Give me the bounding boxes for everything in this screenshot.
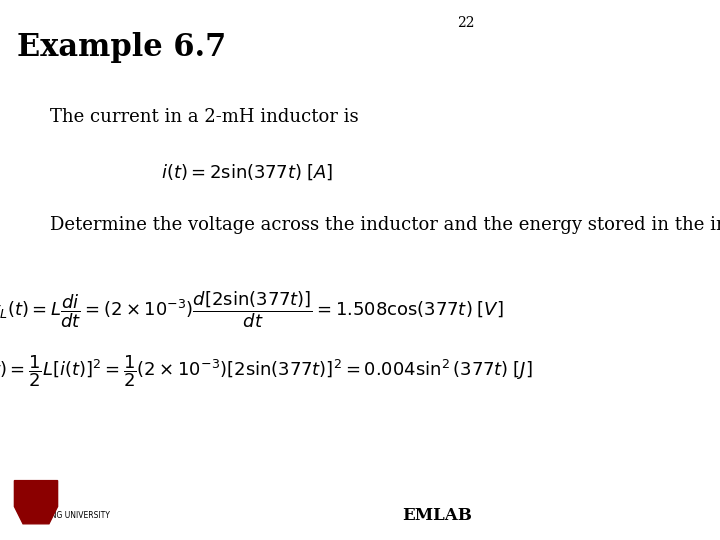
Text: $i(t) = 2\sin(377t)\;[A]$: $i(t) = 2\sin(377t)\;[A]$ <box>161 162 333 181</box>
Polygon shape <box>14 481 58 524</box>
Text: Example 6.7: Example 6.7 <box>17 32 226 63</box>
Text: $v_L(t) = L\dfrac{di}{dt} = (2\times10^{-3})\dfrac{d[2\sin(377t)]}{dt} = 1.508\c: $v_L(t) = L\dfrac{di}{dt} = (2\times10^{… <box>0 289 504 329</box>
Text: The current in a 2-mH inductor is: The current in a 2-mH inductor is <box>50 108 359 126</box>
Text: Determine the voltage across the inductor and the energy stored in the inductor.: Determine the voltage across the inducto… <box>50 216 720 234</box>
Text: 서강대학교: 서강대학교 <box>29 495 58 504</box>
Text: 22: 22 <box>456 16 474 30</box>
Text: $W_L(t) = \dfrac{1}{2}L[i(t)]^2 = \dfrac{1}{2}(2\times10^{-3})[2\sin(377t)]^2 = : $W_L(t) = \dfrac{1}{2}L[i(t)]^2 = \dfrac… <box>0 354 533 389</box>
Text: EMLAB: EMLAB <box>402 507 472 524</box>
Text: SOGANG UNIVERSITY: SOGANG UNIVERSITY <box>29 511 109 520</box>
